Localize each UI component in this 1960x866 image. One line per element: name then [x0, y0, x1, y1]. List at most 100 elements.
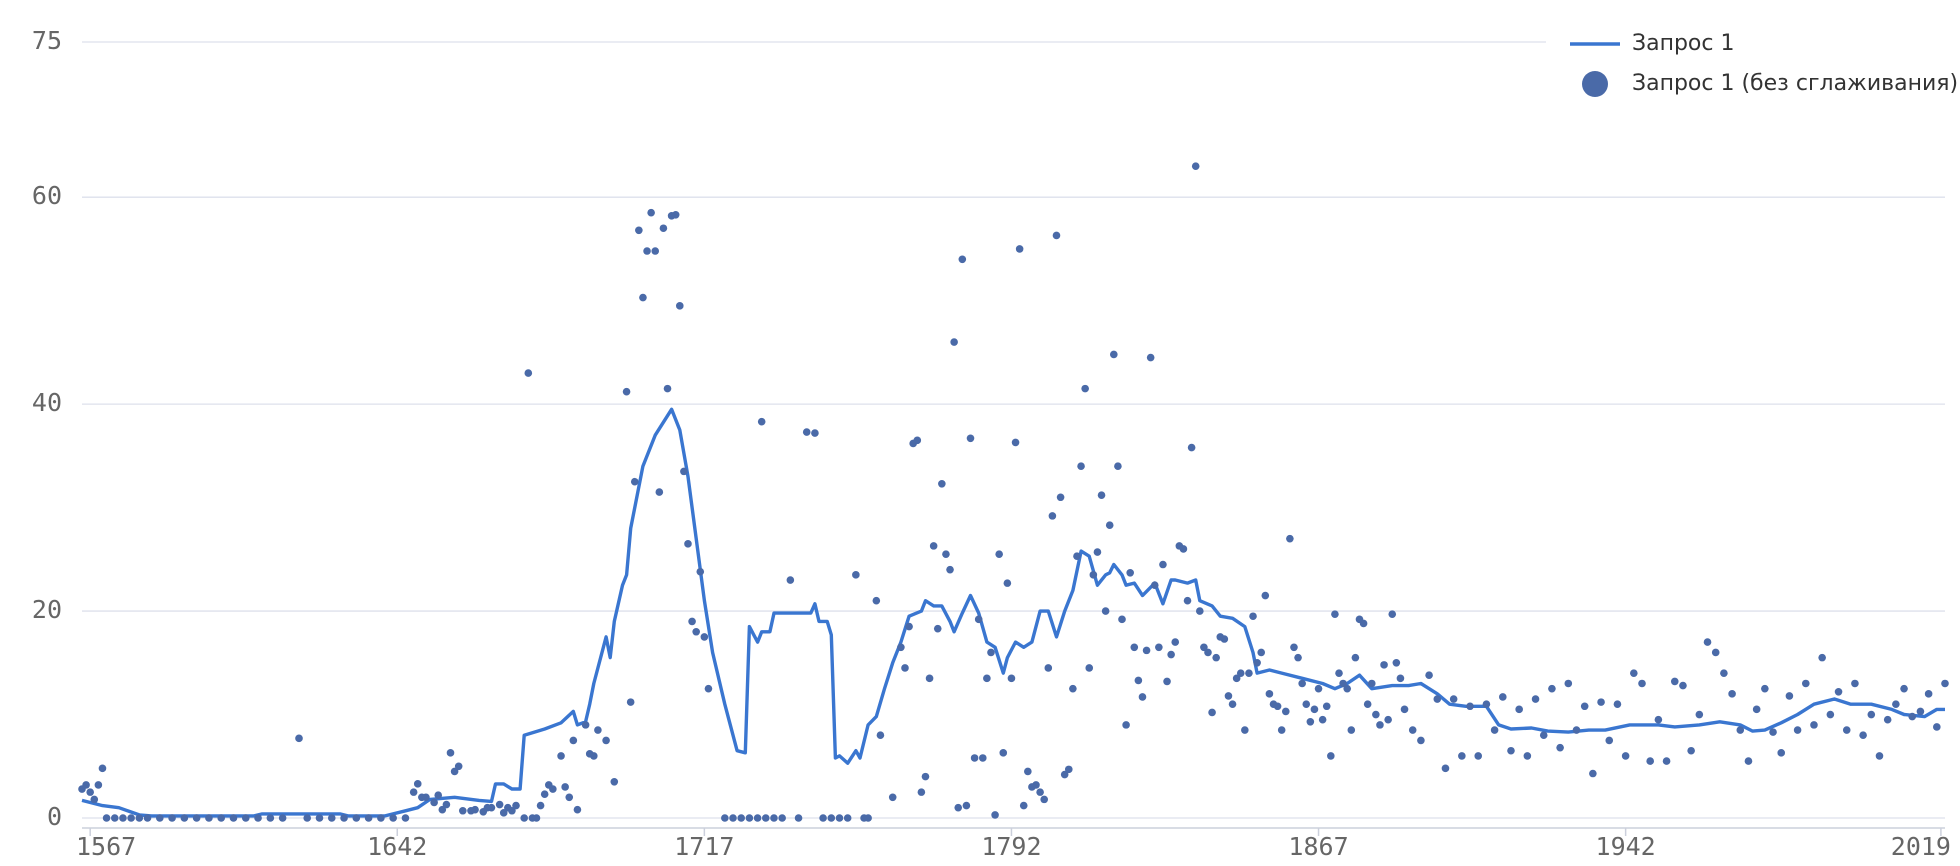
scatter-point — [888, 793, 897, 802]
scatter-point — [1687, 746, 1695, 755]
x-tick-label: 1567 — [76, 832, 136, 861]
scatter-point — [1159, 560, 1167, 569]
scatter-point — [1490, 726, 1499, 734]
scatter-point — [1114, 462, 1122, 471]
scatter-point — [1892, 700, 1900, 708]
scatter-point — [622, 387, 631, 396]
scatter-point — [1466, 702, 1474, 711]
y-tick-label: 60 — [32, 181, 62, 210]
scatter-point — [590, 752, 598, 760]
scatter-point — [1343, 684, 1352, 693]
scatter-point — [1351, 653, 1360, 662]
scatter-point — [655, 488, 664, 496]
scatter-point — [696, 567, 705, 576]
scatter-point — [1249, 612, 1257, 621]
scatter-point — [962, 801, 971, 810]
scatter-point — [675, 302, 684, 310]
scatter-point — [1793, 726, 1802, 734]
scatter-point — [557, 752, 565, 760]
scatter-point — [1851, 679, 1859, 688]
scatter-point — [630, 477, 639, 486]
scatter-point — [1449, 695, 1458, 703]
scatter-point — [1679, 681, 1687, 690]
scatter-point — [1548, 684, 1556, 693]
scatter-point — [1842, 726, 1851, 734]
scatter-point — [1208, 708, 1216, 717]
scatter-point — [1408, 726, 1417, 734]
scatter-point — [1064, 765, 1073, 774]
scatter-point — [995, 550, 1003, 558]
scatter-point — [1089, 571, 1098, 579]
scatter-point — [1347, 726, 1356, 734]
scatter-point — [409, 788, 418, 796]
scatter-point — [1019, 801, 1028, 810]
scatter-point — [180, 814, 189, 822]
scatter-point — [217, 814, 226, 822]
scatter-point — [1908, 712, 1917, 721]
scatter-point — [1392, 659, 1401, 667]
scatter-point — [778, 814, 786, 822]
scatter-point — [692, 627, 700, 636]
scatter-point — [1695, 710, 1704, 719]
y-tick-label: 40 — [32, 388, 62, 417]
scatter-point — [1367, 679, 1376, 688]
y-tick-label: 0 — [47, 802, 62, 831]
scatter-point — [229, 814, 238, 822]
scatter-point — [684, 540, 692, 548]
scatter-point — [897, 643, 905, 652]
scatter-point — [647, 208, 655, 217]
scatter-point — [278, 814, 287, 822]
scatter-point — [626, 698, 635, 706]
scatter-point — [737, 814, 746, 822]
scatter-point — [1204, 648, 1212, 657]
scatter-point — [168, 814, 176, 822]
scatter-point — [635, 226, 643, 235]
scatter-point — [1417, 736, 1425, 745]
scatter-point — [1621, 752, 1630, 760]
scatter-point — [1032, 781, 1040, 789]
scatter-point — [1482, 700, 1491, 708]
scatter-point — [1380, 661, 1388, 669]
scatter-point — [1507, 746, 1515, 755]
scatter-point — [1294, 653, 1302, 662]
scatter-point — [966, 434, 975, 443]
scatter-point — [921, 772, 930, 781]
scatter-point — [1589, 769, 1597, 778]
scatter-point — [1801, 679, 1810, 688]
x-tick-label: 1942 — [1596, 832, 1656, 861]
scatter-point — [1236, 669, 1245, 677]
scatter-point — [1265, 690, 1274, 698]
scatter-point — [1859, 731, 1867, 740]
scatter-point — [1060, 770, 1069, 779]
scatter-point — [1425, 671, 1433, 680]
scatter-point — [401, 814, 410, 822]
scatter-point — [729, 814, 737, 822]
scatter-point — [1515, 705, 1523, 714]
scatter-point — [1286, 534, 1294, 543]
scatter-point — [663, 384, 672, 393]
scatter-point — [1769, 728, 1777, 736]
scatter-point — [946, 565, 954, 574]
scatter-point — [573, 805, 582, 814]
scatter-point — [536, 801, 545, 810]
scatter-point — [938, 480, 946, 488]
scatter-point — [352, 814, 361, 822]
scatter-point — [430, 798, 438, 807]
x-tick-label: 2019 — [1891, 832, 1951, 861]
scatter-point — [901, 664, 909, 672]
scatter-point — [1146, 353, 1155, 362]
scatter-point — [1736, 726, 1745, 734]
scatter-point — [1396, 674, 1405, 683]
scatter-point — [1187, 443, 1196, 452]
series-line — [81, 407, 1945, 818]
scatter-point — [1085, 664, 1094, 672]
scatter-point — [704, 684, 713, 693]
scatter-point — [1605, 736, 1614, 745]
scatter-point — [1015, 245, 1024, 253]
scatter-point — [958, 255, 967, 264]
scatter-point — [950, 338, 958, 346]
scatter-point — [581, 721, 590, 729]
scatter-point — [1232, 674, 1241, 683]
scatter-point — [905, 622, 913, 631]
scatter-point — [1241, 726, 1249, 734]
